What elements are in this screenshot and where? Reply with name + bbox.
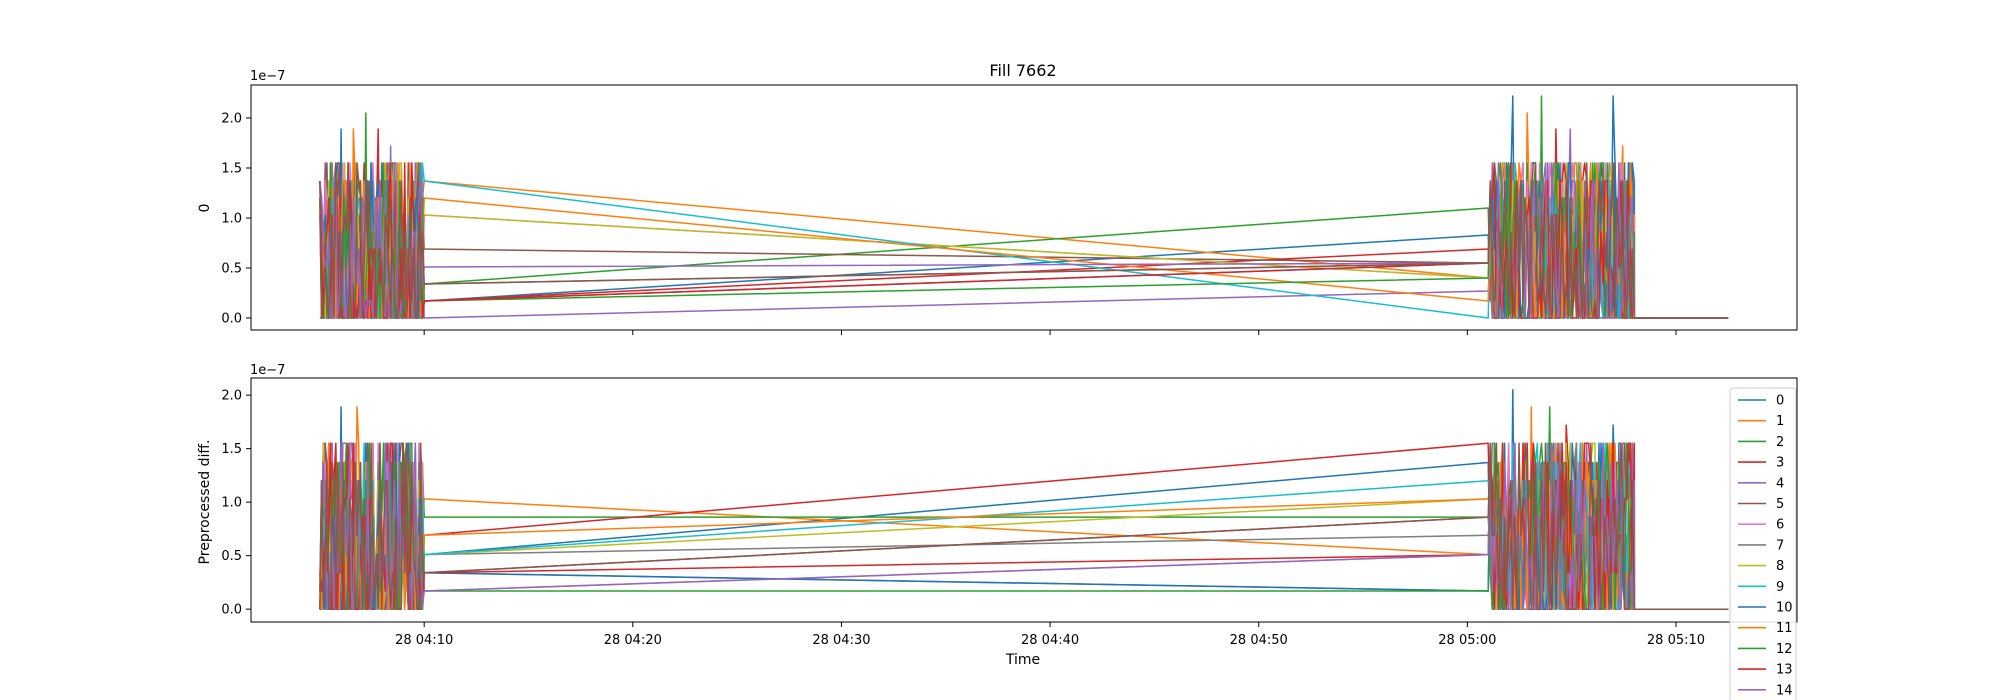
y-tick-label: 1.0 [221, 496, 242, 511]
series-line-15 [319, 162, 1729, 319]
y-tick-label: 1.5 [221, 442, 242, 457]
y-tick-label: 0.5 [221, 549, 242, 564]
x-tick-label: 28 04:30 [812, 633, 870, 648]
legend-frame [1729, 387, 1797, 700]
legend-label-1: 1 [1776, 414, 1784, 429]
x-axis-label: Time [1005, 652, 1040, 668]
axes-frame [250, 84, 1798, 331]
legend-label-10: 10 [1776, 601, 1793, 616]
legend-label-4: 4 [1776, 476, 1784, 491]
x-tick-label: 28 04:10 [395, 633, 453, 648]
legend-label-5: 5 [1776, 497, 1784, 512]
legend-label-11: 11 [1776, 621, 1793, 636]
y-axis-exponent: 1e−7 [250, 69, 285, 84]
legend-label-12: 12 [1776, 642, 1793, 657]
legend-label-14: 14 [1776, 683, 1793, 698]
legend-label-9: 9 [1776, 580, 1784, 595]
series-line-15 [319, 442, 1729, 610]
legend-label-8: 8 [1776, 559, 1784, 574]
y-tick-label: 2.0 [221, 112, 242, 127]
legend-label-6: 6 [1776, 518, 1784, 533]
y-axis-exponent: 1e−7 [250, 363, 285, 378]
y-tick-label: 1.0 [221, 212, 242, 227]
axes-frame [250, 377, 1798, 623]
y-tick-label: 0.5 [221, 262, 242, 277]
top-subplot: Fill 7662 1e−7 0 0.0 0.5 1.0 1.5 2.0 [197, 61, 1798, 335]
x-tick-label: 28 05:10 [1647, 633, 1705, 648]
legend-label-7: 7 [1776, 538, 1784, 553]
bottom-subplot: 1e−7 Preprocessed diff. Time 0.0 0.5 1.0 1.… [197, 363, 1798, 700]
y-axis-label: 0 [197, 204, 213, 213]
legend-label-3: 3 [1776, 456, 1784, 471]
y-tick-label: 2.0 [221, 389, 242, 404]
legend: 0123456789101112131415 [1729, 387, 1797, 700]
series-line-14 [319, 162, 1729, 319]
series-lines [319, 95, 1729, 319]
legend-label-13: 13 [1776, 663, 1793, 678]
x-tick-label: 28 04:20 [604, 633, 662, 648]
x-tick-label: 28 05:00 [1438, 633, 1496, 648]
series-lines [319, 389, 1729, 610]
y-axis-label: Preprocessed diff. [197, 440, 213, 565]
legend-label-0: 0 [1776, 394, 1784, 409]
y-tick-label: 0.0 [221, 603, 242, 618]
chart-title: Fill 7662 [989, 61, 1056, 80]
x-tick-label: 28 04:40 [1021, 633, 1079, 648]
y-tick-label: 1.5 [221, 162, 242, 177]
y-tick-label: 0.0 [221, 312, 242, 327]
x-tick-label: 28 04:50 [1230, 633, 1288, 648]
legend-label-2: 2 [1776, 435, 1784, 450]
